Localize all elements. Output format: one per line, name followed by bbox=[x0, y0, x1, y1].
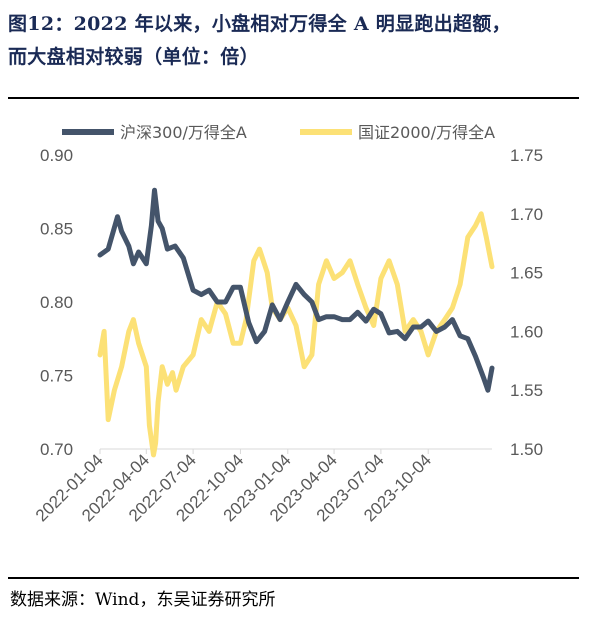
legend: 沪深300/万得全A 国证2000/万得全A bbox=[62, 123, 495, 142]
legend-label-1: 沪深300/万得全A bbox=[120, 123, 247, 142]
figure-title-line-1: 图12：2022 年以来，小盘相对万得全 A 明显跑出超额， bbox=[8, 13, 511, 35]
legend-label-2: 国证2000/万得全A bbox=[358, 123, 495, 142]
bottom-rule bbox=[8, 577, 579, 579]
figure-title: 图12：2022 年以来，小盘相对万得全 A 明显跑出超额， 而大盘相对较弱（单… bbox=[8, 8, 583, 74]
right-tick-label-6: 1.50 bbox=[510, 440, 543, 459]
top-rule bbox=[8, 97, 579, 99]
source-note: 数据来源：Wind，东吴证券研究所 bbox=[10, 590, 276, 610]
left-tick-label-5: 0.70 bbox=[40, 440, 73, 459]
line-chart: 沪深300/万得全A 国证2000/万得全A 0.900.850.800.750.… bbox=[32, 123, 543, 525]
series-line-1 bbox=[97, 187, 495, 393]
figure-title-line-2: 而大盘相对较弱（单位：倍） bbox=[8, 46, 259, 68]
left-tick-label-3: 0.80 bbox=[40, 293, 73, 312]
right-y-axis: 1.75 1.70 1.65 1.60 1.55 1.50 bbox=[510, 146, 543, 459]
left-tick-label-2: 0.85 bbox=[40, 220, 73, 239]
right-tick-label-1: 1.75 bbox=[510, 146, 543, 165]
left-tick-label-1: 0.90 bbox=[40, 146, 73, 165]
series-lines bbox=[97, 187, 495, 458]
right-tick-label-3: 1.65 bbox=[510, 264, 543, 283]
left-y-axis: 0.90 0.85 0.80 0.75 0.70 bbox=[40, 146, 73, 459]
left-tick-label-4: 0.75 bbox=[40, 367, 73, 386]
right-tick-label-2: 1.70 bbox=[510, 205, 543, 224]
right-tick-label-4: 1.60 bbox=[510, 322, 543, 341]
x-axis: 2022-01-042022-04-042022-07-042022-10-04… bbox=[32, 448, 492, 525]
series-line-2 bbox=[97, 211, 495, 458]
right-tick-label-5: 1.55 bbox=[510, 381, 543, 400]
